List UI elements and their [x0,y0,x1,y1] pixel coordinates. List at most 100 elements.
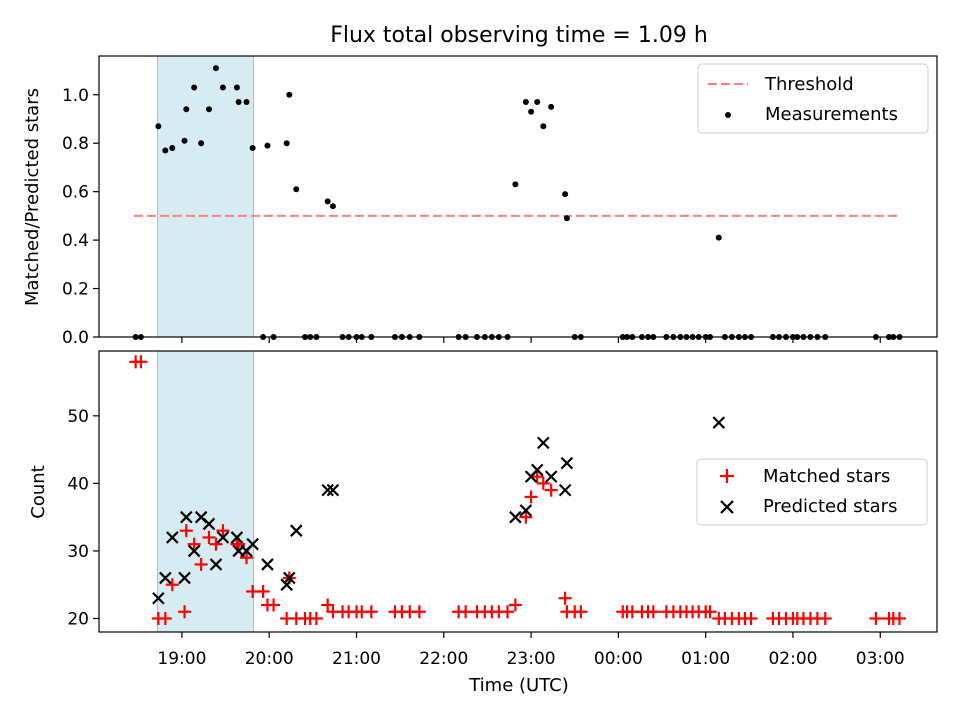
measurement-point [324,198,331,205]
measurement-point [219,84,226,91]
matched-star-point [744,611,758,625]
predicted-star-point [180,510,193,524]
measurement-point [249,145,256,152]
predicted-star-point [509,510,522,524]
measurement-point [534,99,541,106]
top-legend-frame [697,63,929,134]
predicted-star-point [712,416,726,429]
bottom-y-tick-label: 40 [67,474,89,494]
top-shaded-span [156,55,255,338]
matched-star-point [309,611,323,625]
measurement-point [233,84,240,91]
predicted-star-point [290,524,303,537]
bottom-y-tick-label: 50 [67,407,89,427]
legend-matched-label: Matched stars [763,466,890,487]
top-y-tick-label: 0.2 [62,280,89,300]
matched-star-point [256,584,270,598]
top-y-tick-label: 0.0 [62,328,89,348]
predicted-star-point [544,470,558,483]
predicted-star-point [152,591,165,605]
matched-star-point [558,591,572,605]
predicted-star-point [178,571,191,585]
matched-star-point [216,524,230,538]
predicted-star-point [321,483,334,497]
predicted-star-point [537,436,550,450]
predicted-star-point [530,463,544,477]
matched-star-point [869,611,883,625]
matched-star-point [818,611,832,625]
matched-star-point [178,605,192,619]
measurement-point [169,145,176,152]
legend-measurements-label: Measurements [765,104,898,125]
bottom-x-axis: 19:00 20:00 21:00 22:00 23:00 00:00 01:00 02:00… [157,632,905,669]
bottom-panel: 20 30 40 50 19:00 20:00 21:00 22:00 23:00 00:00 0… [28,350,938,696]
measurement-point [522,99,529,106]
predicted-star-point [246,537,259,551]
legend-measurements-swatch [725,112,731,118]
measurement-point [191,84,198,91]
matched-star-point [364,605,378,619]
chart-title: Flux total observing time = 1.09 h [330,23,708,48]
measurement-point [283,140,290,147]
bottom-legend: Matched stars Predicted stars [696,458,928,526]
measurement-point [155,123,162,130]
predicted-star-point [230,531,244,544]
predicted-star-point [209,558,223,571]
measurement-point [563,215,570,222]
legend-threshold-label: Threshold [764,74,854,95]
measurement-point [181,137,188,144]
predicted-star-point [159,571,172,585]
measurement-point [205,106,212,113]
predicted-star-point [216,531,230,544]
matched-star-point [703,605,717,619]
matched-star-point [459,605,473,619]
x-axis-label: Time (UTC) [468,675,569,696]
legend-predicted-label: Predicted stars [763,496,897,517]
predicted-star-point [280,578,293,591]
measurement-point [540,123,547,130]
measurement-point [212,65,219,72]
bottom-y-axis: 20 30 40 50 [67,407,99,629]
top-y-tick-label: 1.0 [62,86,89,106]
x-tick-label: 00:00 [594,649,643,669]
measurement-point [264,142,271,149]
matched-star-point [321,598,335,612]
x-tick-label: 23:00 [507,649,556,669]
predicted-star-point [326,483,340,497]
matched-star-point [524,490,538,504]
predicted-star-point [283,571,296,585]
x-tick-label: 22:00 [419,649,468,669]
matched-star-point [530,470,544,484]
bottom-y-tick-label: 30 [67,542,89,562]
top-y-tick-label: 0.4 [62,231,89,251]
matched-star-point [544,483,558,497]
x-tick-label: 02:00 [768,649,817,669]
matched-star-point [194,557,208,571]
measurement-point [286,91,293,98]
top-legend: Threshold Measurements [697,63,929,134]
top-y-tick-label: 0.8 [62,134,89,154]
predicted-star-point [560,456,574,470]
predicted-star-point [558,483,572,497]
matched-star-point [209,537,223,551]
measurement-point [548,103,555,110]
matched-star-point [519,510,533,524]
matched-star-point [892,611,906,625]
top-panel: 0.0 0.2 0.4 0.6 0.8 1.0 Matched/Predicted sta… [22,55,938,348]
predicted-star-point [166,531,179,544]
predicted-star-point [187,544,201,558]
x-tick-label: 21:00 [332,649,381,669]
x-tick-label: 01:00 [681,649,730,669]
matched-star-point [508,598,522,612]
top-y-tick-label: 0.6 [62,183,89,203]
measurement-point [293,186,300,193]
bottom-axes-frame [98,350,938,633]
measurement-point [235,99,242,106]
measurement-point [198,140,205,147]
matched-star-point [202,530,216,544]
measurement-point [243,99,250,106]
measurement-point [715,234,722,241]
matched-star-point [240,551,254,565]
top-y-axis-label: Matched/Predicted stars [22,88,43,306]
